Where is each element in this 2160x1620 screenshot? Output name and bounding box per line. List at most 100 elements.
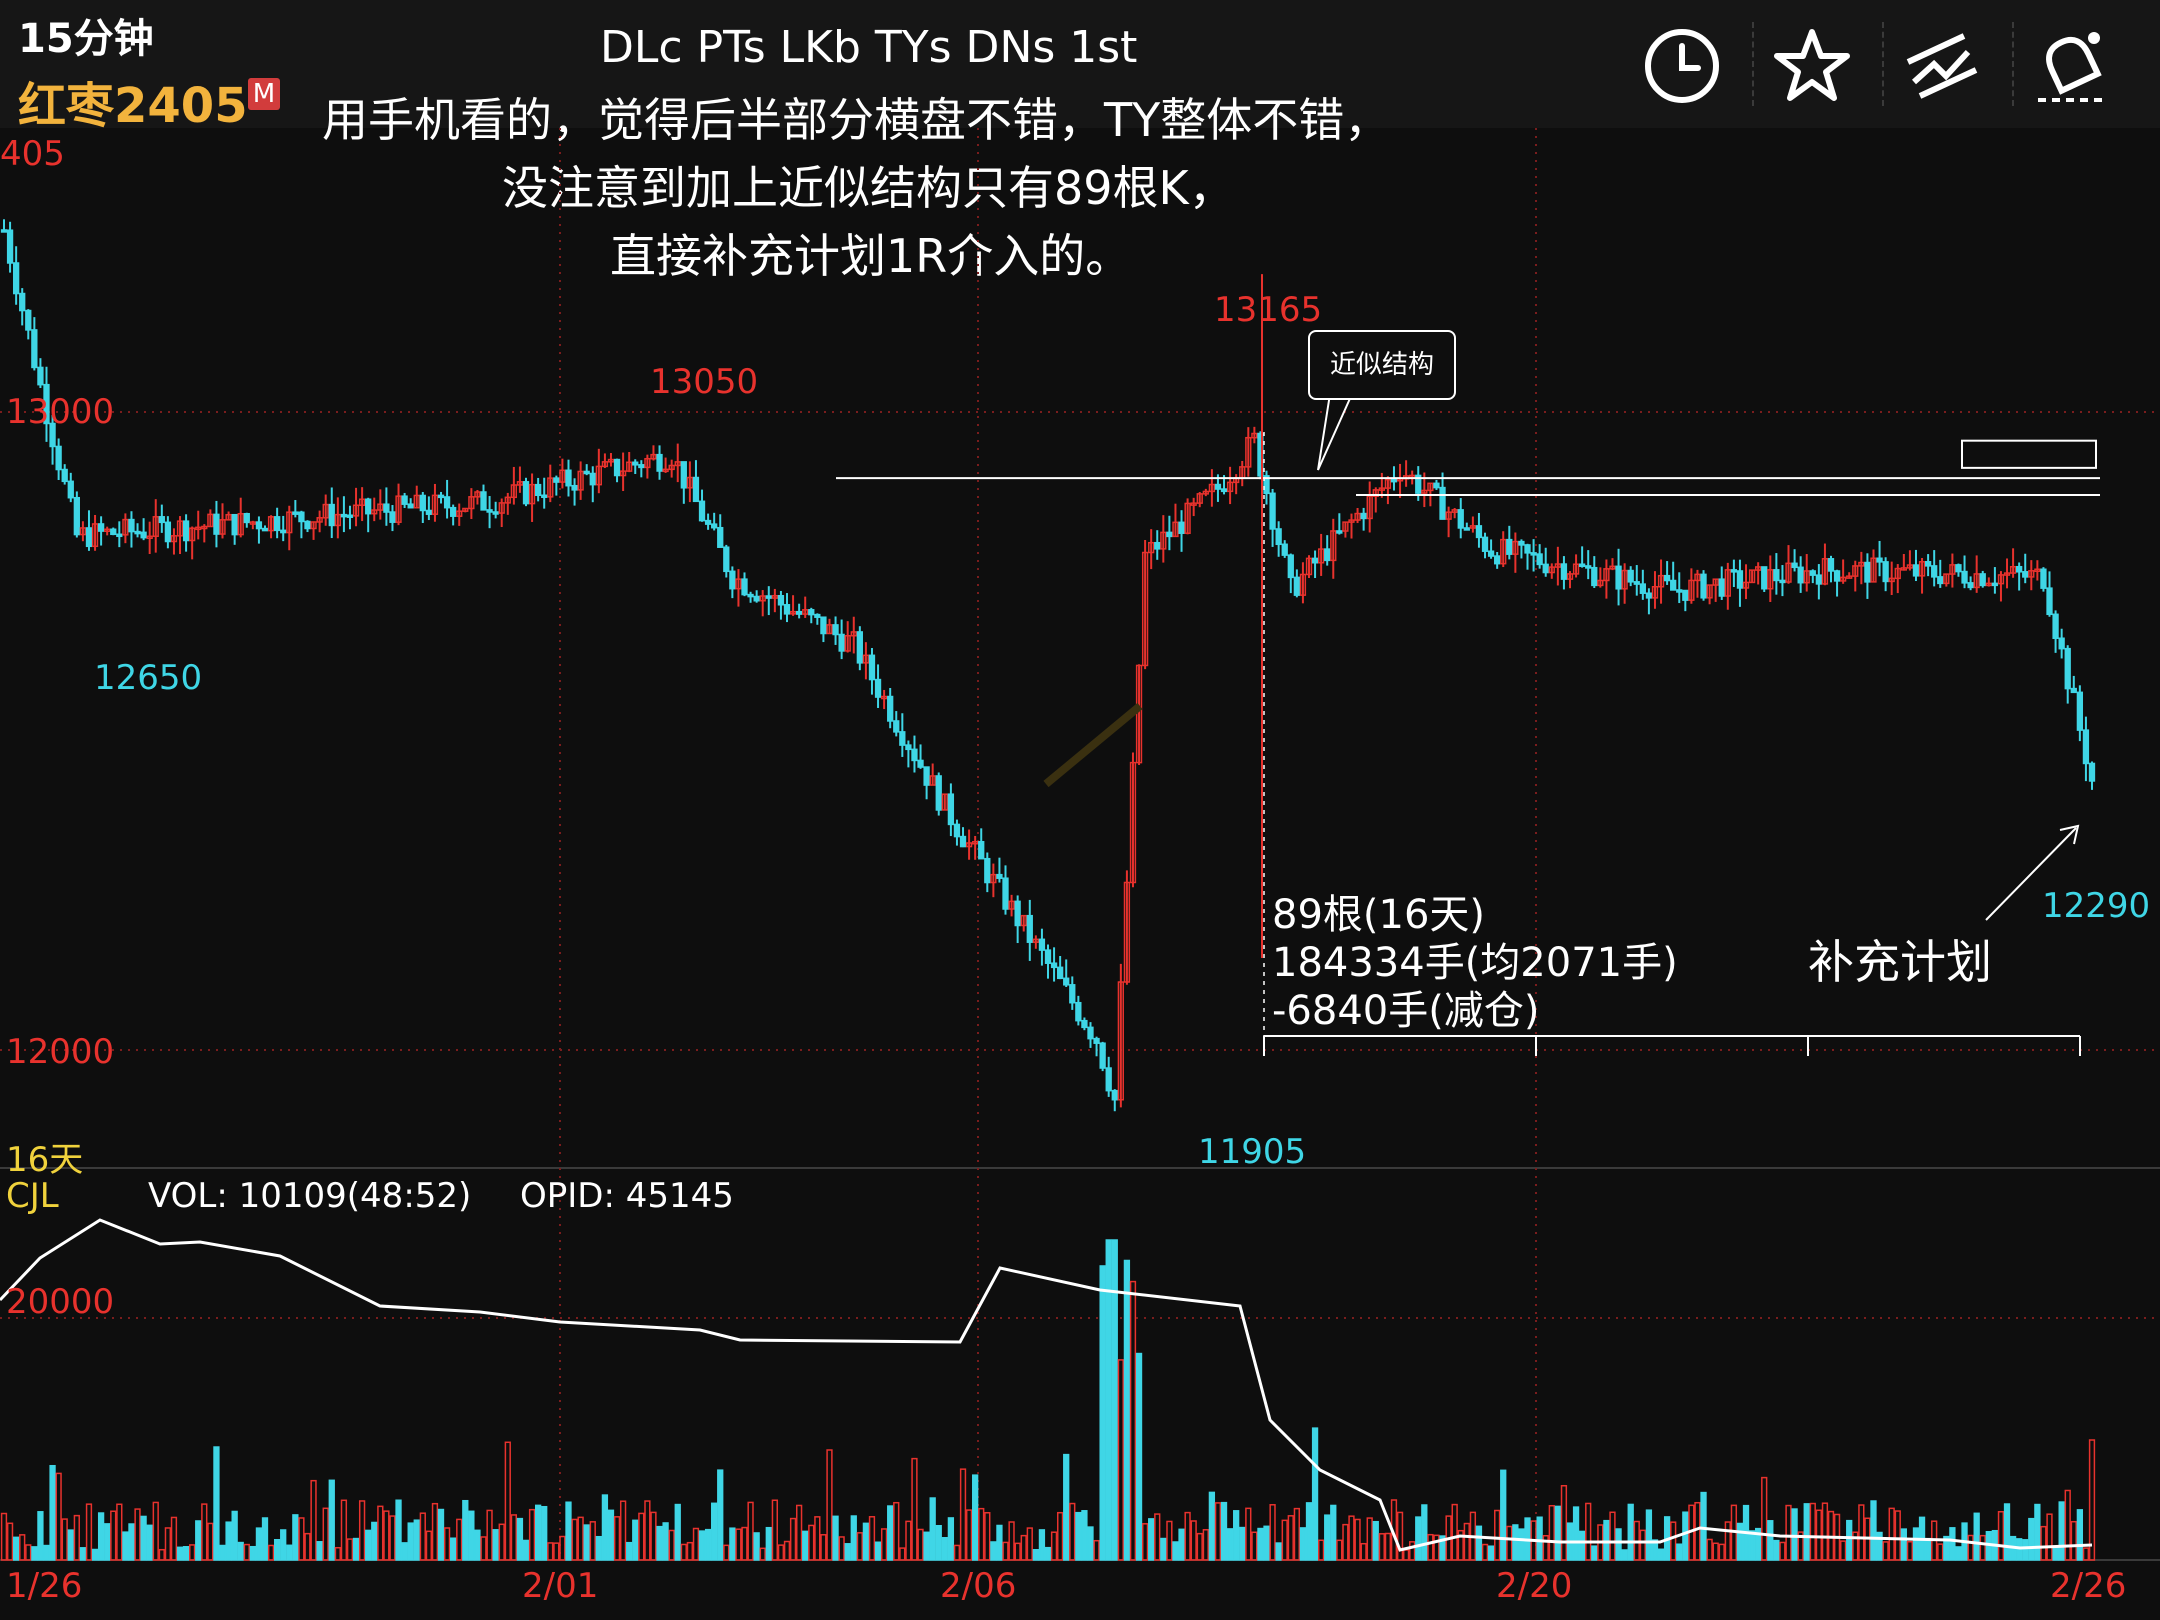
candle-body	[613, 458, 621, 477]
volume-bar	[1129, 1280, 1137, 1561]
candle-body	[1445, 511, 1452, 520]
stats-line: 184334手(均2071手)	[1272, 940, 1678, 986]
volume-bar	[67, 1529, 74, 1561]
candle-body	[802, 609, 809, 615]
volume-bar	[128, 1523, 135, 1561]
volume-bar	[2040, 1525, 2047, 1561]
volume-bar	[1882, 1541, 1889, 1561]
volume-bar	[893, 1501, 900, 1561]
volume-bar	[1785, 1504, 1792, 1561]
candle-body	[2082, 729, 2090, 765]
candle-body	[1275, 528, 1282, 546]
candle-body	[79, 527, 87, 536]
alert-bell-icon[interactable]	[2024, 18, 2120, 114]
candle-body	[286, 511, 293, 534]
grid	[0, 128, 2160, 1608]
volume-bar	[1736, 1522, 1744, 1561]
candle-body	[2034, 568, 2041, 572]
volume-bar	[607, 1509, 615, 1561]
volume-bar	[1536, 1516, 1543, 1561]
candle-body	[2064, 647, 2071, 690]
volume-bar	[1809, 1502, 1816, 1561]
volume-bar	[1233, 1510, 1240, 1561]
volume-bar	[231, 1510, 238, 1561]
volume-bar	[176, 1546, 184, 1561]
volume-bar	[1724, 1521, 1731, 1561]
volume-bar	[541, 1505, 548, 1561]
volume-bar	[2082, 1547, 2090, 1561]
volume-bar	[1427, 1533, 1434, 1561]
low-label: 12290	[2042, 886, 2151, 926]
candle-body	[316, 517, 323, 523]
candle-body	[189, 527, 196, 542]
candle-body	[1317, 548, 1325, 564]
volume-bar	[2076, 1509, 2084, 1561]
volume-bar	[777, 1544, 785, 1561]
candle-body	[1117, 981, 1124, 1101]
candle-body	[1220, 488, 1228, 493]
volume-bar	[978, 1507, 985, 1561]
volume-bar	[1779, 1541, 1786, 1561]
volume-bar	[1342, 1523, 1349, 1561]
volume-bar	[571, 1518, 578, 1561]
volume-bar	[941, 1537, 948, 1561]
callout-tail	[1317, 393, 1353, 471]
candle-body	[1609, 565, 1616, 570]
volume-bar	[1870, 1500, 1877, 1561]
candle-body	[577, 470, 584, 491]
candle-body	[619, 470, 627, 477]
candle-body	[1330, 530, 1337, 562]
x-tick-label: 2/06	[940, 1566, 1017, 1606]
clock-icon[interactable]	[1634, 18, 1730, 114]
volume-bar	[783, 1540, 791, 1561]
candle-body	[656, 453, 663, 472]
candle-body	[1767, 569, 1774, 590]
candle-body	[1518, 540, 1525, 546]
timeframe-label[interactable]: 15分钟	[18, 16, 154, 62]
volume-bar	[1056, 1511, 1064, 1561]
volume-bar	[1081, 1510, 1088, 1561]
volume-bar	[826, 1449, 833, 1561]
volume-bar	[104, 1523, 111, 1561]
volume-bar	[213, 1446, 220, 1561]
star-icon[interactable]	[1764, 18, 1860, 114]
volume-bar	[1378, 1533, 1385, 1561]
candle-body	[128, 518, 135, 533]
candle-body	[522, 481, 530, 505]
volume-bar	[1239, 1526, 1246, 1561]
candle-body	[607, 458, 615, 463]
volume-bar	[583, 1524, 590, 1561]
candle-body	[1214, 483, 1222, 490]
volume-bar	[1154, 1513, 1161, 1561]
volume-bar	[917, 1528, 924, 1561]
volume-bar	[1676, 1543, 1683, 1561]
candle-body	[1906, 564, 1914, 569]
symbol-label[interactable]: 红枣2405	[18, 78, 248, 134]
candle-body	[1348, 519, 1355, 523]
volume-bar	[219, 1544, 226, 1561]
candle-body	[978, 840, 985, 860]
volume-bar	[1105, 1239, 1112, 1561]
candle-body	[729, 570, 736, 590]
candle-body	[437, 494, 445, 499]
volume-bar	[959, 1468, 967, 1561]
volume-bar	[638, 1512, 645, 1561]
candle-body	[1931, 565, 1938, 578]
volume-bar	[462, 1499, 469, 1561]
candle-body	[37, 366, 44, 386]
volume-bar	[365, 1529, 372, 1561]
candle-body	[1305, 557, 1313, 576]
candle-body	[425, 509, 433, 515]
x-tick-label: 2/20	[1496, 1566, 1573, 1606]
candle-body	[1755, 566, 1762, 571]
candle-body	[383, 503, 390, 513]
toolbar-divider	[2012, 22, 2014, 106]
draw-tool-icon[interactable]	[1894, 18, 1990, 114]
volume-bar	[1463, 1522, 1470, 1561]
volume-bar	[1117, 1359, 1124, 1561]
volume-bar	[170, 1516, 178, 1561]
candle-body	[25, 309, 32, 331]
volume-bar	[662, 1522, 669, 1561]
candle-body	[1063, 977, 1070, 986]
